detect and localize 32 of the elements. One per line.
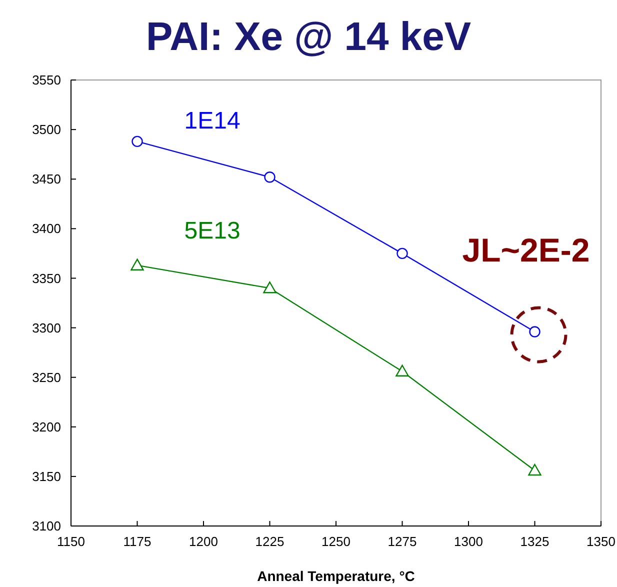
- point: [264, 172, 276, 183]
- x-tick-label: 1200: [189, 534, 218, 549]
- x-tick-label: 1225: [255, 534, 284, 549]
- point: [396, 248, 408, 260]
- series-label: 5E13: [184, 217, 240, 244]
- point: [130, 258, 144, 270]
- series-label: 1E14: [184, 107, 240, 134]
- x-axis-title: Anneal Temperature, °C: [257, 568, 415, 584]
- y-tick-label: 3200: [32, 419, 61, 434]
- x-tick-label: 1175: [123, 534, 152, 549]
- x-tick-label: 1325: [520, 534, 550, 549]
- y-tick-label: 3550: [32, 72, 61, 88]
- y-tick-label: 3500: [32, 122, 61, 138]
- y-tick-label: 3250: [32, 370, 61, 385]
- point: [528, 464, 542, 476]
- x-tick-label: 1150: [57, 534, 85, 549]
- point: [529, 326, 540, 338]
- y-tick-label: 3450: [32, 172, 61, 187]
- y-tick-label: 3400: [32, 221, 61, 236]
- annotation: JL~2E-2: [462, 232, 590, 269]
- y-tick-label: 3350: [32, 270, 61, 286]
- x-tick-label: 1350: [586, 534, 616, 549]
- y-tick-label: 3300: [32, 320, 61, 336]
- y-tick-label: 3100: [32, 518, 61, 534]
- point: [263, 282, 276, 294]
- point: [132, 136, 143, 148]
- point: [396, 364, 409, 376]
- chart-title: PAI: Xe @ 14 keV: [146, 15, 472, 59]
- x-tick-label: 1250: [322, 534, 350, 549]
- x-tick-label: 1300: [454, 534, 483, 549]
- x-tick-label: 1275: [388, 534, 417, 549]
- y-tick-label: 3150: [32, 468, 61, 484]
